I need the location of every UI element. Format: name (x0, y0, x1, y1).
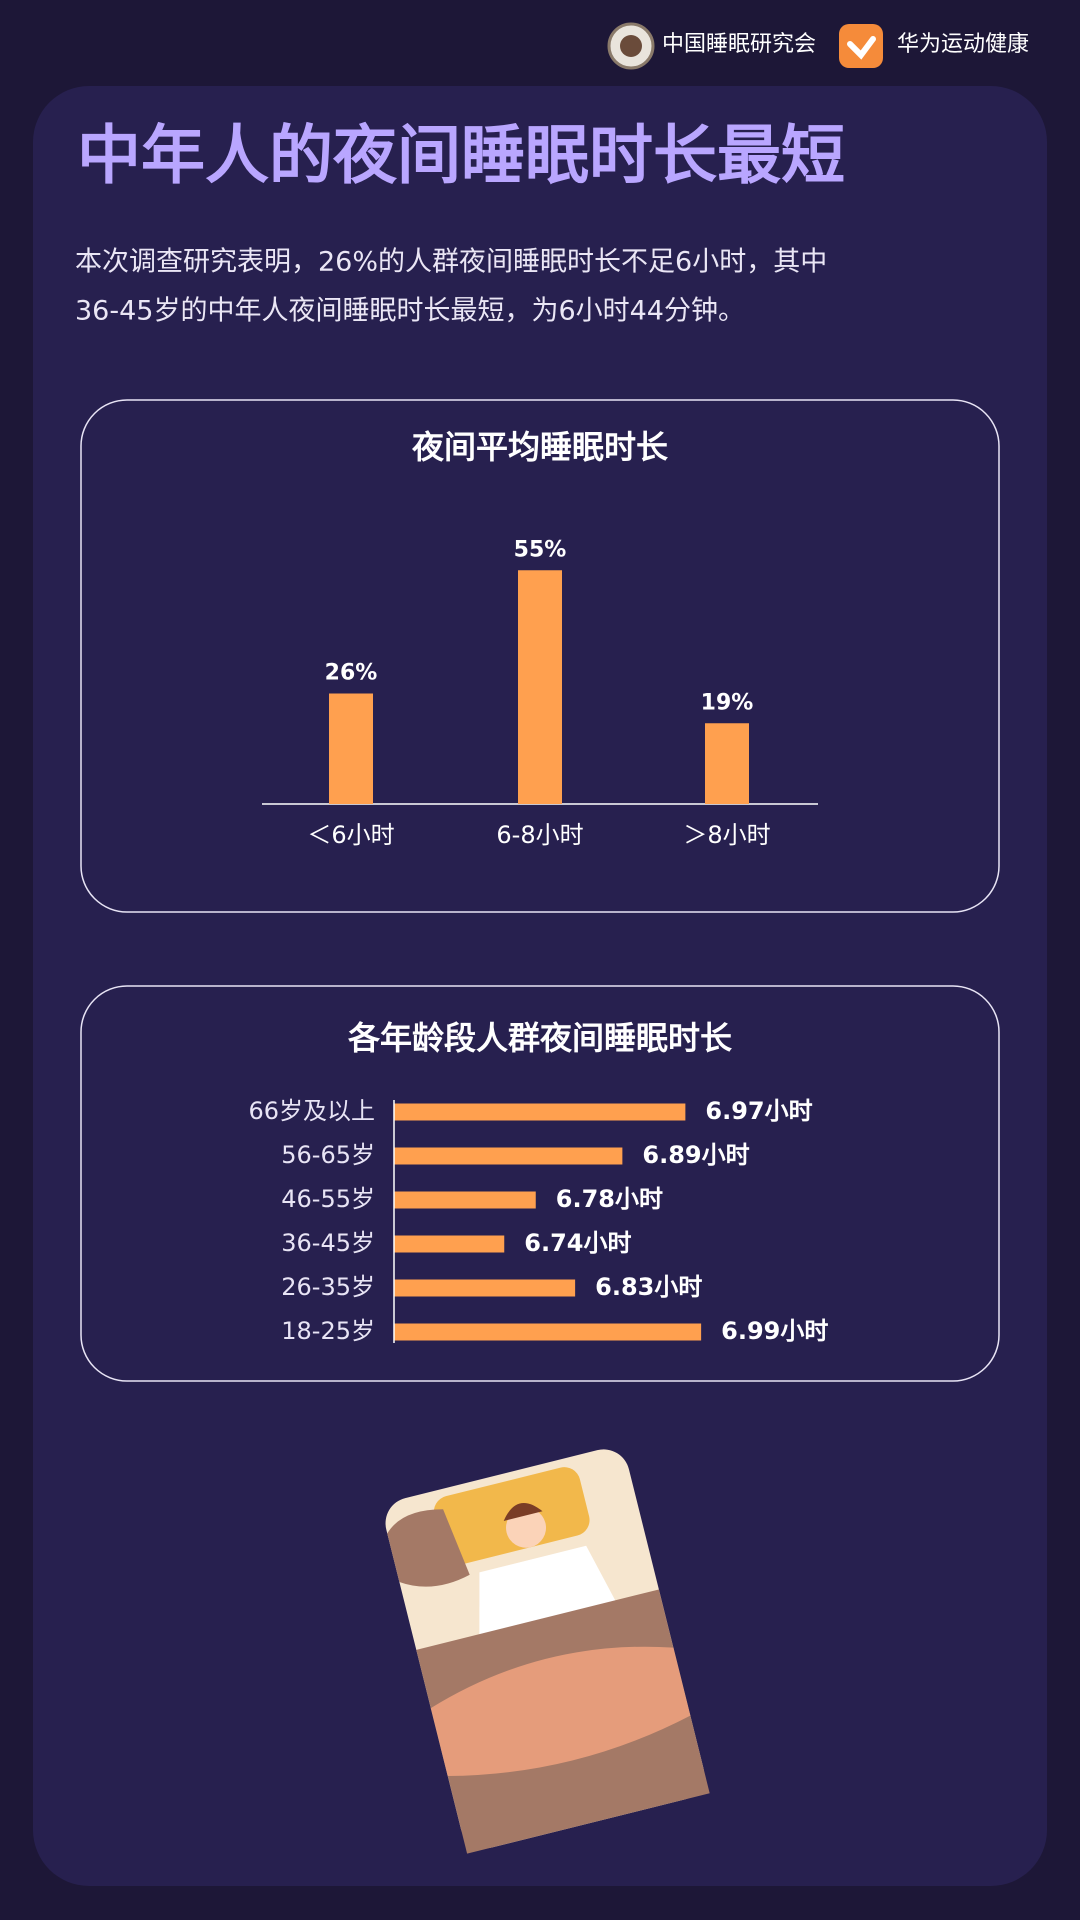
bar (394, 1323, 702, 1341)
data-label: 6.78小时 (556, 1185, 663, 1213)
x-tick-label: ＜6小时 (307, 821, 394, 849)
body-text: 36-45岁的中年人夜间睡眠时长最短，为6小时44分钟。 (75, 296, 745, 327)
y-tick-label: 18-25岁 (281, 1317, 375, 1345)
y-tick-label: 46-55岁 (281, 1185, 375, 1213)
data-label: 19% (701, 690, 754, 715)
logo-icon (847, 36, 876, 60)
page-title: 中年人的夜间睡眠时长最短 (77, 120, 845, 194)
blanket-stripe (430, 1646, 691, 1777)
bar (705, 723, 749, 804)
chart-title: 夜间平均睡眠时长 (411, 428, 668, 466)
data-label: 6.97小时 (705, 1097, 812, 1125)
chart-box (80, 399, 1000, 913)
body-text: 本次调查研究表明，26%的人群夜间睡眠时长不足6小时，其中 (75, 247, 827, 278)
blanket-fold (387, 1509, 470, 1587)
data-label: 6.99小时 (721, 1317, 828, 1345)
bar (394, 1279, 576, 1297)
bar (329, 693, 373, 804)
y-tick-label: 66岁及以上 (248, 1097, 375, 1125)
logo-text: 华为运动健康 (897, 32, 1029, 57)
data-label: 6.89小时 (642, 1141, 749, 1169)
y-tick-label: 26-35岁 (281, 1273, 375, 1301)
logo-text: 中国睡眠研究会 (662, 32, 816, 57)
bar (394, 1191, 536, 1209)
illustration (385, 1449, 710, 1854)
x-tick-label: 6-8小时 (496, 821, 583, 849)
bar (394, 1147, 623, 1165)
bar (518, 570, 562, 804)
bar (394, 1235, 505, 1253)
data-label: 6.74小时 (524, 1229, 631, 1257)
chart-title: 各年龄段人群夜间睡眠时长 (348, 1019, 732, 1057)
data-label: 6.83小时 (595, 1273, 702, 1301)
data-label: 55% (514, 537, 567, 562)
y-tick-label: 56-65岁 (281, 1141, 375, 1169)
logo-icon (839, 24, 883, 68)
bar (394, 1103, 686, 1121)
x-tick-label: ＞8小时 (683, 821, 770, 849)
hair (503, 1503, 543, 1521)
logo-icon (620, 35, 642, 57)
data-label: 26% (325, 661, 378, 686)
y-tick-label: 36-45岁 (281, 1229, 375, 1257)
chart-box (80, 985, 1000, 1382)
